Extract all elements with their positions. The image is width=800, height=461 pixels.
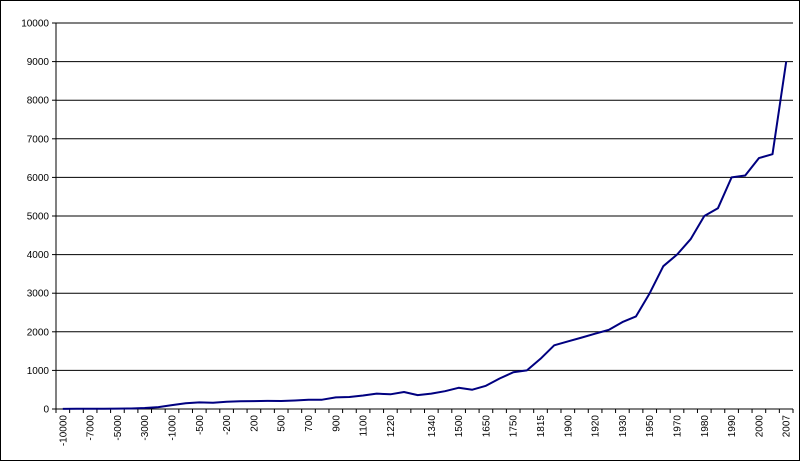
x-tick-label: -5000: [113, 415, 124, 441]
x-tick-labels: -10000 -7000 -5000 -3000 -1000 -500 -200 200 500…: [58, 415, 792, 447]
x-tick-label: 1100: [359, 415, 370, 437]
x-tick-label: 2007: [782, 415, 793, 438]
x-tick-label: 1220: [386, 415, 397, 438]
x-tick-label: 1970: [672, 415, 683, 438]
x-tick-label: 1750: [509, 415, 520, 438]
x-tick-label: 1900: [563, 415, 574, 438]
y-tick-label: 2000: [27, 327, 50, 338]
x-tick-label: -1000: [168, 415, 179, 441]
x-tick-label: -200: [222, 415, 233, 435]
x-tick-label: -7000: [86, 415, 97, 441]
x-tick-label: 1950: [645, 415, 656, 438]
x-tick-label: -500: [195, 415, 206, 435]
x-tick-label: 1815: [536, 415, 547, 438]
x-tick-label: 1920: [591, 415, 602, 438]
x-tick-label: 900: [331, 415, 342, 432]
x-tick-label: 500: [277, 415, 288, 432]
y-tick-label: 3000: [27, 289, 50, 300]
y-tick-labels: 0 1000 2000 3000 4000 5000 6000 7000 8000 9000 100…: [21, 19, 49, 416]
x-tick-label: -3000: [140, 415, 151, 441]
data-series-line: [62, 61, 788, 410]
y-tick-label: 1000: [27, 366, 50, 377]
y-tick-label: 7000: [27, 134, 50, 145]
x-tick-label: 1980: [700, 415, 711, 438]
y-tick-label: 0: [43, 405, 49, 416]
y-tick-label: 10000: [21, 19, 49, 30]
x-tick-label: 1930: [618, 415, 629, 438]
x-tick-label: -10000: [58, 415, 69, 447]
x-tick-label: 1650: [481, 415, 492, 438]
x-tick-label: 1500: [454, 415, 465, 438]
y-tick-label: 5000: [27, 212, 50, 223]
x-tick-label: 700: [304, 415, 315, 432]
axes: [52, 22, 794, 413]
y-tick-label: 4000: [27, 250, 50, 261]
x-tick-label: 200: [249, 415, 260, 432]
x-tick-label: 1990: [727, 415, 738, 438]
y-tick-label: 6000: [27, 173, 50, 184]
y-tick-label: 8000: [27, 96, 50, 107]
y-tick-label: 9000: [27, 57, 50, 68]
gridlines: [56, 22, 793, 371]
x-tick-label: 1340: [427, 415, 438, 438]
series-layer: [62, 61, 788, 410]
x-tick-label: 2000: [754, 415, 765, 438]
